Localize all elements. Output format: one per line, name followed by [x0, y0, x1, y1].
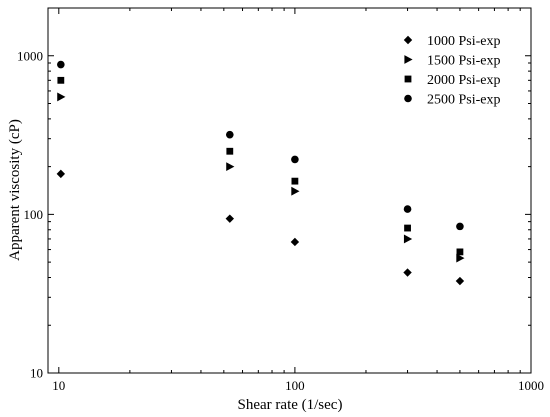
data-point-series-3	[226, 147, 234, 155]
data-point-series-1	[225, 214, 235, 223]
plot-frame	[47, 7, 532, 374]
data-point-series-3	[456, 248, 464, 256]
data-point-series-4	[403, 205, 412, 213]
legend-label: 1000 Psi-exp	[427, 34, 501, 49]
y-tick-label: 10	[30, 366, 43, 381]
x-tick-label: 1000	[518, 378, 544, 393]
x-tick-label: 100	[285, 378, 305, 393]
data-point-series-3	[404, 224, 411, 232]
legend-label: 1500 Psi-exp	[427, 54, 501, 69]
y-axis-title: Apparent viscosity (cP)	[7, 119, 23, 261]
data-point-series-1	[56, 169, 66, 179]
legend-marker-series-4	[404, 94, 412, 103]
data-point-series-3	[291, 177, 299, 185]
axis-ticks: 10 100 1000 10 100 1000	[17, 7, 544, 393]
data-point-series-2	[456, 253, 465, 263]
y-tick-label: 100	[24, 207, 44, 222]
data-point-series-4	[226, 130, 234, 139]
x-tick-label: 10	[52, 378, 65, 393]
x-axis-title: Shear rate (1/sec)	[238, 397, 343, 413]
legend-label: 2500 Psi-exp	[427, 93, 501, 108]
data-point-series-1	[290, 237, 300, 247]
data-point-series-4	[456, 222, 464, 231]
legend: 1000 Psi-exp 1500 Psi-exp 2000 Psi-exp 2500…	[403, 34, 501, 108]
legend-marker-series-3	[404, 75, 412, 83]
data-point-series-2	[226, 162, 235, 172]
data-point-series-4	[291, 155, 299, 164]
data-point-series-2	[57, 92, 66, 102]
y-tick-label: 1000	[17, 48, 43, 63]
legend-marker-series-1	[403, 35, 413, 45]
data-point-series-1	[403, 268, 412, 277]
data-point-series-2	[291, 186, 300, 196]
data-point-series-1	[455, 276, 465, 286]
data-points	[56, 60, 465, 286]
legend-marker-series-2	[404, 55, 413, 64]
legend-label: 2000 Psi-exp	[427, 73, 501, 88]
data-point-series-2	[403, 234, 413, 244]
data-point-series-4	[57, 60, 65, 69]
data-point-series-3	[57, 76, 65, 84]
